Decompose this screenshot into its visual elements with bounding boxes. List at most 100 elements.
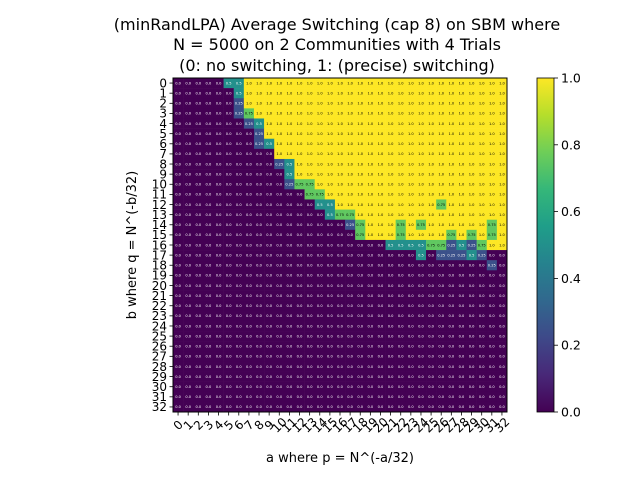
heatmap-cell xyxy=(253,391,265,403)
heatmap-cell xyxy=(294,209,305,220)
cell-value-label: 1.0 xyxy=(357,213,363,217)
heatmap-cell xyxy=(223,158,235,170)
heatmap-cell xyxy=(355,371,366,382)
cell-value-label: 1.0 xyxy=(378,162,384,166)
heatmap-cell xyxy=(426,391,437,403)
cell-value-label: 0.0 xyxy=(175,304,181,308)
heatmap-cell xyxy=(203,371,214,382)
heatmap-cell xyxy=(476,189,488,200)
cell-value-label: 1.0 xyxy=(489,203,495,207)
chart-title-line-1: (minRandLPA) Average Switching (cap 8) o… xyxy=(114,15,560,34)
heatmap-cell xyxy=(486,290,498,301)
heatmap-cell xyxy=(294,320,305,332)
heatmap-cell xyxy=(486,179,498,190)
heatmap-cell xyxy=(334,189,346,200)
heatmap-cell xyxy=(345,209,356,220)
cell-value-label: 0.0 xyxy=(226,91,232,95)
heatmap-cell xyxy=(375,78,386,89)
cell-value-label: 0.0 xyxy=(499,294,505,298)
cell-value-label: 0.0 xyxy=(307,385,313,389)
cell-value-label: 0.0 xyxy=(216,355,222,359)
cell-value-label: 0.0 xyxy=(195,223,201,227)
heatmap-cell xyxy=(375,300,386,312)
cell-value-label: 1.0 xyxy=(357,183,363,187)
heatmap-cell xyxy=(375,361,386,372)
y-tick-label: 1 xyxy=(159,86,167,100)
heatmap-cell xyxy=(385,300,396,312)
cell-value-label: 0.0 xyxy=(246,274,252,278)
cell-value-label: 0.0 xyxy=(368,274,374,278)
cell-value-label: 0.0 xyxy=(357,375,363,379)
heatmap-cell xyxy=(385,169,396,180)
heatmap-cell xyxy=(193,381,204,393)
heatmap-cell xyxy=(415,118,427,129)
heatmap-cell xyxy=(314,169,326,180)
cell-value-label: 1.0 xyxy=(337,152,343,156)
cell-value-label: 0.5 xyxy=(266,142,272,146)
cell-value-label: 0.0 xyxy=(459,274,465,278)
cell-value-label: 1.0 xyxy=(408,183,414,187)
cell-value-label: 0.5 xyxy=(317,203,323,207)
heatmap-cell xyxy=(355,290,366,301)
heatmap-cell xyxy=(345,310,356,322)
heatmap-cell xyxy=(436,381,447,393)
heatmap-cell xyxy=(193,229,204,241)
heatmap-cell xyxy=(233,341,245,352)
heatmap-cell xyxy=(355,118,366,129)
heatmap-cell xyxy=(304,219,315,231)
cell-value-label: 0.0 xyxy=(398,375,404,379)
cell-value-label: 1.0 xyxy=(378,122,384,126)
cell-value-label: 0.0 xyxy=(236,233,242,237)
y-tick-label: 4 xyxy=(159,117,167,131)
heatmap-cell xyxy=(233,381,245,393)
cell-value-label: 0.0 xyxy=(266,193,272,197)
cell-value-label: 1.0 xyxy=(408,233,414,237)
heatmap-cell xyxy=(456,280,467,291)
heatmap-cell xyxy=(203,401,214,413)
cell-value-label: 0.0 xyxy=(388,355,394,359)
cell-value-label: 0.0 xyxy=(195,385,201,389)
heatmap-cell xyxy=(426,158,437,170)
cell-value-label: 0.0 xyxy=(368,304,374,308)
cell-value-label: 0.0 xyxy=(195,91,201,95)
colorbar-tick-label: 1.0 xyxy=(561,71,581,86)
cell-value-label: 1.0 xyxy=(459,223,465,227)
cell-value-label: 1.0 xyxy=(408,112,414,116)
cell-value-label: 0.0 xyxy=(216,132,222,136)
heatmap-cell xyxy=(213,361,224,372)
cell-value-label: 0.0 xyxy=(438,294,444,298)
heatmap-cell xyxy=(385,310,396,322)
heatmap-cell xyxy=(203,169,214,180)
cell-value-label: 0.0 xyxy=(347,284,353,288)
heatmap-cell xyxy=(284,300,295,312)
heatmap-cell xyxy=(415,78,427,89)
cell-value-label: 1.0 xyxy=(357,193,363,197)
heatmap-cell xyxy=(456,128,467,140)
cell-value-label: 0.0 xyxy=(499,284,505,288)
cell-value-label: 0.0 xyxy=(276,172,282,176)
cell-value-label: 1.0 xyxy=(489,172,495,176)
heatmap-cell xyxy=(193,331,204,342)
heatmap-cell xyxy=(415,401,427,413)
cell-value-label: 0.0 xyxy=(287,233,293,237)
cell-value-label: 0.0 xyxy=(236,193,242,197)
cell-value-label: 0.0 xyxy=(195,172,201,176)
cell-value-label: 1.0 xyxy=(287,142,293,146)
heatmap-cell xyxy=(203,128,214,140)
cell-value-label: 0.0 xyxy=(226,294,232,298)
heatmap-cell xyxy=(426,290,437,301)
heatmap-cell xyxy=(173,320,184,332)
heatmap-cell xyxy=(375,341,386,352)
heatmap-cell xyxy=(334,138,346,150)
cell-value-label: 0.0 xyxy=(246,233,252,237)
heatmap-cell xyxy=(294,148,305,160)
heatmap-cell xyxy=(264,381,275,393)
cell-value-label: 1.0 xyxy=(448,203,454,207)
cell-value-label: 1.0 xyxy=(479,203,485,207)
cell-value-label: 0.0 xyxy=(216,162,222,166)
heatmap-cell xyxy=(243,320,255,332)
cell-value-label: 0.0 xyxy=(398,405,404,409)
heatmap-cell xyxy=(314,331,326,342)
cell-value-label: 0.0 xyxy=(226,324,232,328)
cell-value-label: 1.0 xyxy=(368,112,374,116)
